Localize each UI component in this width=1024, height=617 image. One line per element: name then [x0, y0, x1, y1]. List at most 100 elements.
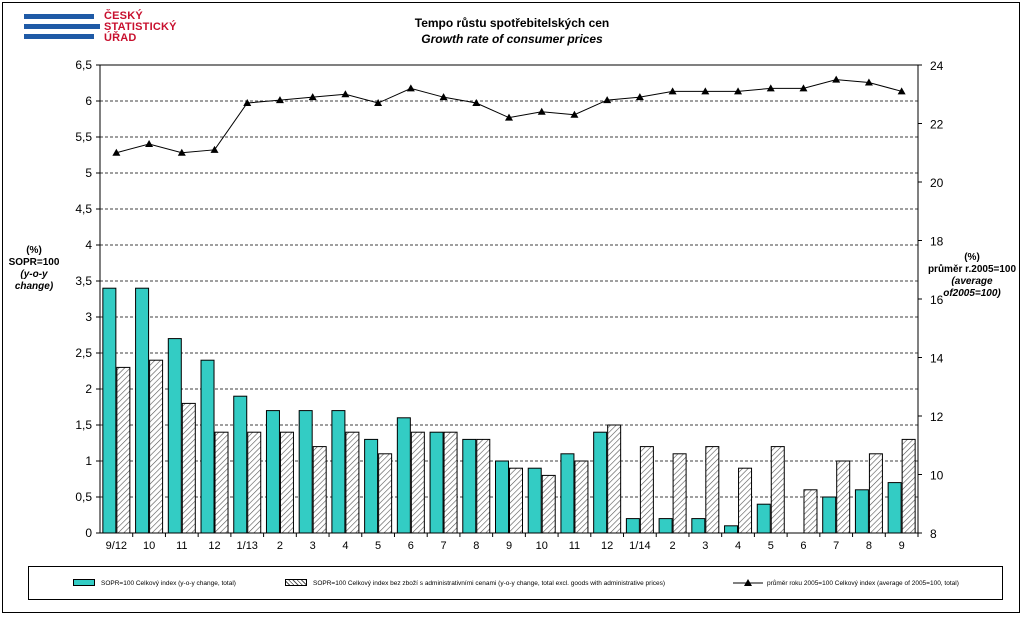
line-point — [734, 87, 743, 95]
line-point — [537, 107, 546, 115]
line-point — [832, 75, 841, 83]
line-point — [668, 87, 677, 95]
x-tick-label: 3 — [310, 540, 316, 552]
line-point — [505, 113, 513, 121]
left-tick-label: 5 — [85, 166, 92, 180]
x-tick-label: 6 — [408, 540, 414, 552]
left-tick-label: 3,5 — [75, 274, 92, 288]
line-point — [210, 145, 219, 153]
bar-total — [495, 460, 509, 534]
bar-excl-admin — [312, 446, 327, 534]
bar-excl-admin — [639, 446, 654, 534]
left-axis-label-desc: (y-o-y change) — [14, 269, 54, 292]
bar-excl-admin — [345, 431, 360, 534]
x-tick-label: 11 — [569, 540, 580, 552]
x-tick-label: 9 — [506, 540, 512, 552]
bar-excl-admin — [607, 424, 622, 534]
bar-total — [364, 438, 379, 534]
x-tick-label: 12 — [208, 540, 220, 552]
bar-total — [396, 417, 411, 534]
left-tick-label: 0 — [85, 526, 92, 540]
right-tick-label: 10 — [930, 469, 944, 483]
right-axis-label-desc: (average of2005=100) — [943, 276, 1001, 299]
x-tick-label: 7 — [440, 540, 446, 552]
line-point — [701, 87, 710, 95]
left-tick-label: 0,5 — [75, 490, 92, 504]
bar-total — [887, 482, 902, 534]
bar-excl-admin — [247, 431, 262, 534]
left-tick-label: 1 — [85, 454, 92, 468]
right-tick-label: 14 — [930, 352, 944, 366]
bar-excl-admin — [803, 489, 818, 534]
x-tick-label: 4 — [342, 540, 348, 552]
bar-total — [167, 338, 182, 534]
bar-total — [527, 467, 542, 534]
right-tick-label: 16 — [930, 293, 944, 307]
bar-excl-admin — [476, 438, 491, 534]
line-point — [864, 78, 873, 86]
bar-excl-admin — [509, 467, 523, 534]
bar-total — [691, 518, 706, 534]
left-tick-label: 2,5 — [75, 346, 92, 360]
bar-total — [298, 410, 313, 534]
right-axis-label: (%) průměr r.2005=100 (average of2005=10… — [922, 252, 1022, 300]
line-point — [439, 93, 448, 101]
x-tick-label: 2 — [277, 540, 283, 552]
bar-excl-admin — [868, 453, 883, 534]
left-tick-label: 4 — [85, 238, 92, 252]
legend-swatch-total — [73, 579, 95, 586]
x-tick-label: 2 — [670, 540, 676, 552]
bar-total — [462, 438, 477, 534]
line-point — [603, 96, 612, 104]
x-tick-label: 8 — [866, 540, 872, 552]
x-tick-label: 4 — [735, 540, 741, 552]
x-tick-label: 5 — [768, 540, 774, 552]
x-tick-label: 10 — [143, 540, 155, 552]
logo-stripe — [24, 34, 94, 39]
bar-total — [822, 496, 837, 534]
chart-title: Tempo růstu spotřebitelských cen — [414, 16, 610, 30]
bar-total — [560, 453, 575, 534]
line-point — [374, 99, 383, 107]
line-point — [275, 96, 284, 104]
bar-excl-admin — [378, 453, 393, 534]
left-axis-label: (%) SOPR=100 (y-o-y change) — [6, 245, 62, 293]
logo-stripe — [24, 24, 100, 29]
x-tick-label: 8 — [473, 540, 479, 552]
bar-total — [102, 287, 117, 534]
bar-excl-admin — [443, 431, 458, 534]
line-point — [243, 99, 252, 107]
logo-line: ČESKÝ — [104, 10, 143, 22]
bar-total — [658, 518, 673, 534]
right-tick-label: 12 — [930, 410, 944, 424]
left-tick-label: 4,5 — [75, 202, 92, 216]
logo-line: STATISTICKÝ — [104, 21, 177, 33]
bar-excl-admin — [672, 453, 687, 534]
bar-excl-admin — [574, 460, 589, 534]
x-tick-label: 7 — [833, 540, 839, 552]
legend-swatch-excl-admin — [285, 579, 307, 586]
line-point — [145, 139, 154, 147]
bar-total — [756, 503, 771, 534]
bar-total — [854, 489, 869, 534]
x-tick-label: 3 — [702, 540, 708, 552]
right-tick-label: 22 — [930, 118, 944, 132]
x-tick-label: 12 — [601, 540, 613, 552]
bar-excl-admin — [836, 460, 851, 534]
bar-excl-admin — [116, 366, 131, 534]
czso-logo: ČESKÝ STATISTICKÝ ÚŘAD — [24, 10, 194, 46]
x-tick-label: 1/14 — [629, 540, 650, 552]
chart-legend: SOPR=100 Celkový index (y-o-y change, to… — [28, 566, 1003, 600]
right-tick-label: 24 — [930, 59, 944, 73]
x-tick-label: 9 — [899, 540, 905, 552]
right-tick-label: 18 — [930, 235, 944, 249]
bar-total — [265, 410, 280, 534]
bar-excl-admin — [279, 431, 294, 534]
line-point — [472, 99, 481, 107]
line-point — [177, 148, 186, 156]
logo-line: ÚŘAD — [104, 32, 137, 44]
legend-label-line: průměr roku 2005=100 Celkový index (aver… — [767, 580, 959, 587]
line-point — [799, 84, 808, 92]
left-tick-label: 5,5 — [75, 130, 92, 144]
